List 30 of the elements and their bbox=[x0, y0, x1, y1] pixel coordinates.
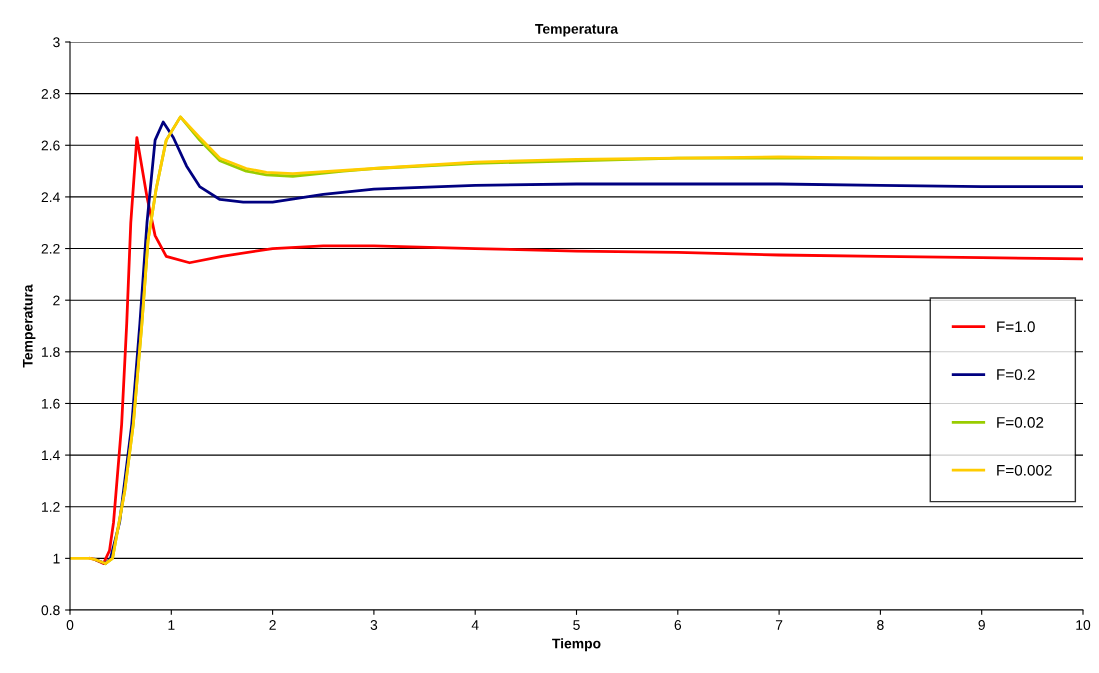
legend-label: F=0.02 bbox=[997, 417, 1044, 428]
legend-label: F=0.002 bbox=[997, 464, 1052, 476]
y-tick-label: 0.8 bbox=[41, 605, 60, 616]
x-axis-title: Tiempo bbox=[552, 638, 601, 652]
x-tick-label: 3 bbox=[370, 620, 378, 630]
y-tick-label: 1.8 bbox=[42, 347, 60, 357]
y-tick-label: 2.2 bbox=[41, 243, 60, 254]
y-tick-label: 2.8 bbox=[41, 88, 60, 99]
legend-label: F=1.0 bbox=[997, 321, 1035, 333]
y-axis-title: Temperatura bbox=[22, 284, 36, 368]
y-tick-label: 3 bbox=[53, 37, 60, 48]
x-tick-label: 2 bbox=[269, 620, 276, 630]
x-tick-label: 1 bbox=[168, 620, 175, 630]
x-tick-label: 9 bbox=[978, 620, 985, 630]
x-tick-label: 8 bbox=[877, 620, 884, 630]
y-tick-label: 1.4 bbox=[42, 450, 60, 461]
y-tick-label: 1 bbox=[53, 553, 60, 564]
chart-title: Temperatura bbox=[535, 24, 619, 37]
x-tick-label: 4 bbox=[471, 620, 479, 630]
y-tick-label: 2.4 bbox=[41, 192, 60, 202]
x-tick-label: 7 bbox=[775, 620, 783, 630]
y-tick-label: 2.6 bbox=[41, 140, 60, 151]
x-tick-label: 5 bbox=[573, 620, 580, 630]
y-tick-label: 1.6 bbox=[42, 398, 60, 409]
y-tick-label: 2 bbox=[53, 295, 60, 306]
y-tick-label: 1.2 bbox=[42, 502, 60, 512]
x-tick-label: 6 bbox=[674, 620, 682, 630]
x-tick-label: 10 bbox=[1076, 620, 1091, 630]
legend-label: F=0.2 bbox=[997, 369, 1035, 381]
x-tick-label: 0 bbox=[66, 620, 74, 630]
